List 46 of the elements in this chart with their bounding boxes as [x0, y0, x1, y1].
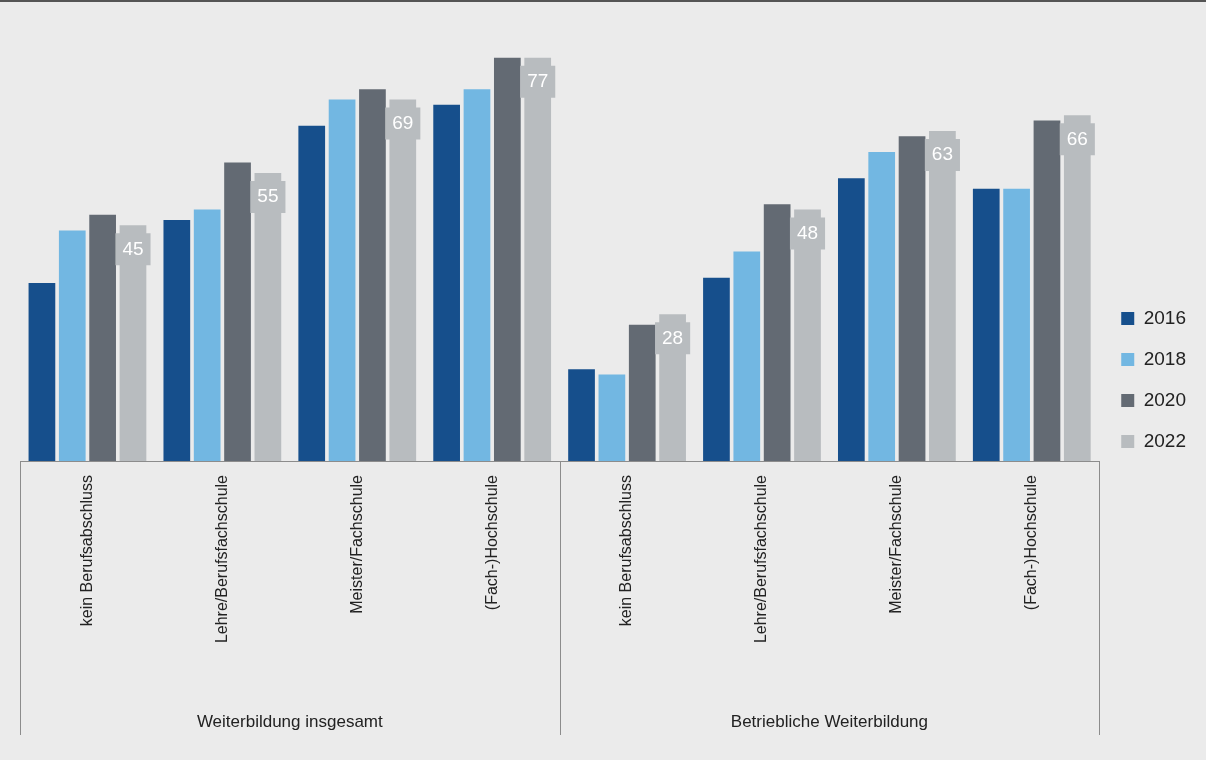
legend-label: 2016: [1143, 306, 1187, 328]
data-label: 48: [796, 221, 819, 243]
x-tick-label: kein Berufsabschluss: [617, 475, 635, 627]
bar: [193, 209, 221, 461]
legend-label: 2022: [1143, 429, 1187, 451]
bar: [868, 151, 896, 461]
x-tick-label: Meister/Fachschule: [347, 474, 365, 614]
bar: [433, 104, 460, 461]
data-label: 28: [662, 326, 684, 348]
bar: [463, 89, 491, 461]
x-tick-label: kein Berufsabschluss: [77, 475, 95, 627]
bar: [359, 89, 386, 461]
bar: [898, 136, 926, 461]
x-tick-label: (Fach-)Hochschule: [482, 474, 500, 611]
bar: [703, 277, 730, 461]
bar: [568, 369, 595, 461]
bar: [298, 125, 326, 461]
bar: [1003, 188, 1030, 461]
bar: [163, 220, 191, 461]
bar: [733, 251, 761, 461]
bar: [972, 188, 1000, 461]
bar: [328, 99, 356, 461]
bar: [58, 230, 86, 461]
bar: [763, 204, 791, 461]
data-label: 63: [931, 143, 953, 165]
bar: [28, 282, 56, 461]
legend-label: 2018: [1143, 347, 1187, 369]
x-tick-label: (Fach-)Hochschule: [1022, 474, 1040, 611]
x-tick-label: Lehre/Berufsfachschule: [752, 474, 770, 644]
bar: [628, 324, 656, 461]
bar: [224, 162, 251, 461]
x-tick-label: Meister/Fachschule: [887, 474, 905, 614]
bar: [493, 57, 521, 461]
data-label: 45: [122, 237, 144, 259]
legend-label: 2020: [1143, 388, 1187, 410]
bar: [837, 178, 865, 461]
data-label: 55: [257, 185, 279, 207]
x-tick-label: Lehre/Berufsfachschule: [212, 474, 230, 644]
bar: [598, 374, 626, 461]
text: Betriebliche Weiterbildung: [730, 711, 929, 731]
bar: [1033, 120, 1061, 461]
data-label: 77: [527, 69, 549, 91]
data-label: 66: [1066, 127, 1088, 149]
bar: [89, 214, 116, 461]
data-label: 69: [392, 111, 414, 133]
text: Weiterbildung insgesamt: [196, 711, 383, 731]
